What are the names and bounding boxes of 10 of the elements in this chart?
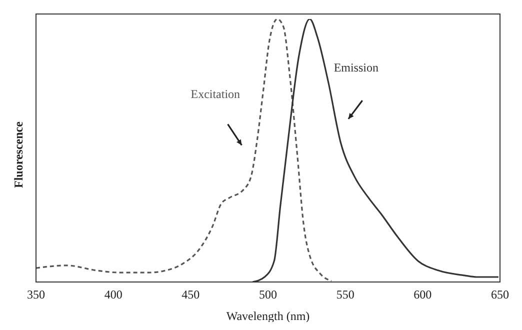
series-label: Excitation <box>190 86 240 101</box>
x-tick-label: 650 <box>491 288 509 302</box>
x-tick-label: 600 <box>414 288 432 302</box>
x-tick-label: 400 <box>104 288 122 302</box>
x-tick-label: 500 <box>259 288 277 302</box>
series-label: Emission <box>334 60 378 75</box>
x-tick-label: 350 <box>27 288 45 302</box>
y-axis-title: Fluorescence <box>11 120 26 188</box>
x-tick-label: 450 <box>182 288 200 302</box>
x-tick-label: 550 <box>336 288 354 302</box>
